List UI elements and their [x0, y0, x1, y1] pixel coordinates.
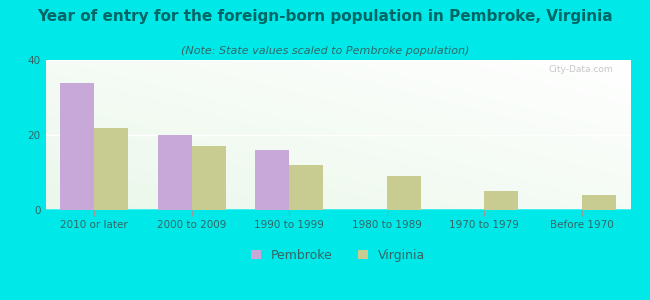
Bar [157, 135, 192, 210]
Text: Year of entry for the foreign-born population in Pembroke, Virginia: Year of entry for the foreign-born popul… [37, 9, 613, 24]
Text: (Note: State values scaled to Pembroke population): (Note: State values scaled to Pembroke p… [181, 46, 469, 56]
Legend: Pembroke, Virginia: Pembroke, Virginia [246, 244, 430, 267]
Bar [192, 146, 226, 210]
Text: City-Data.com: City-Data.com [549, 64, 613, 74]
Bar [289, 165, 324, 210]
Bar [60, 82, 94, 210]
Bar [255, 150, 289, 210]
Bar [582, 195, 616, 210]
Bar [94, 128, 129, 210]
Bar [387, 176, 421, 210]
Bar [484, 191, 519, 210]
